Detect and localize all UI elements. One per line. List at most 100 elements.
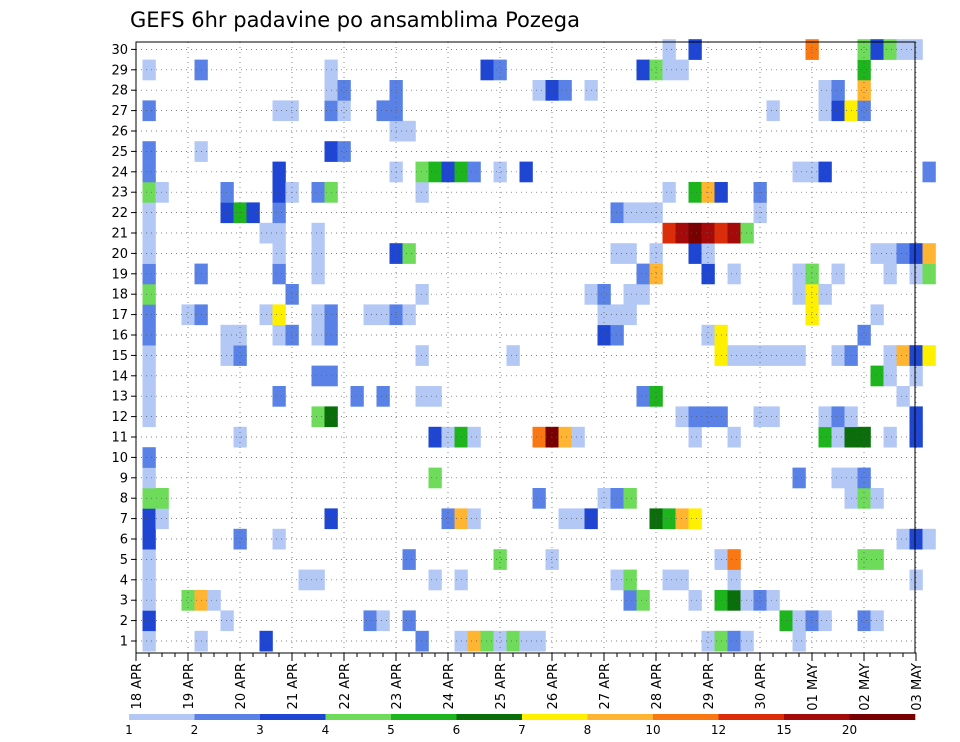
colorbar-label: 4 — [322, 723, 330, 737]
heatmap-cell — [532, 426, 546, 448]
heatmap-cell — [818, 284, 832, 305]
y-tick-label: 26 — [111, 125, 128, 140]
heatmap-cell — [181, 304, 195, 326]
heatmap-cell — [831, 467, 845, 489]
heatmap-cell — [623, 569, 637, 591]
heatmap-cell — [402, 304, 416, 326]
heatmap-cell — [831, 426, 845, 448]
heatmap-cell — [441, 508, 455, 530]
heatmap-cell — [428, 161, 442, 183]
heatmap-cell — [597, 488, 611, 509]
heatmap-cell — [415, 161, 429, 183]
heatmap-cell — [909, 243, 923, 264]
heatmap-cell — [467, 630, 481, 652]
heatmap-cell — [688, 182, 702, 203]
heatmap-cell — [311, 406, 325, 428]
heatmap-cell — [727, 630, 741, 652]
heatmap-cell — [636, 386, 650, 407]
heatmap-cell — [376, 100, 390, 122]
heatmap-cell — [675, 569, 689, 591]
heatmap-cell — [155, 488, 169, 509]
heatmap-cell — [870, 610, 884, 632]
y-tick-label: 5 — [120, 553, 128, 568]
heatmap-cell — [792, 284, 806, 305]
heatmap-cell — [831, 100, 845, 122]
heatmap-cell — [402, 120, 416, 142]
heatmap-cell — [597, 324, 611, 346]
heatmap-cell — [142, 467, 156, 489]
heatmap-cell — [337, 141, 351, 162]
heatmap-cell — [870, 39, 884, 60]
heatmap-cell — [376, 386, 390, 407]
x-tick-label: 26 APR — [546, 663, 561, 709]
y-tick-label: 8 — [120, 492, 128, 507]
heatmap-cell — [688, 406, 702, 428]
heatmap-cell — [272, 324, 286, 346]
y-tick-label: 19 — [111, 267, 128, 282]
colorbar-label: 20 — [842, 723, 857, 737]
heatmap-cell — [922, 263, 936, 285]
x-tick-label: 28 APR — [650, 663, 665, 709]
heatmap-cell — [636, 590, 650, 611]
colorbar-label: 5 — [387, 723, 395, 737]
heatmap-cell — [857, 100, 871, 122]
x-tick-label: 01 MAY — [806, 663, 821, 711]
heatmap-cell — [545, 549, 559, 570]
heatmap-cell — [727, 222, 741, 244]
heatmap-cell — [740, 630, 754, 652]
heatmap-cell — [363, 610, 377, 632]
heatmap-cell — [883, 426, 897, 448]
heatmap-cell — [142, 263, 156, 285]
heatmap-cell — [298, 569, 312, 591]
heatmap-cell — [285, 100, 299, 122]
heatmap-cell — [883, 243, 897, 264]
heatmap-cell — [428, 426, 442, 448]
heatmap-cell — [922, 528, 936, 550]
heatmap-cell — [142, 161, 156, 183]
heatmap-cell — [610, 202, 624, 224]
x-tick-label: 02 MAY — [858, 663, 873, 711]
heatmap-cell — [142, 488, 156, 509]
y-tick-label: 4 — [120, 573, 128, 588]
x-tick-label: 25 APR — [494, 663, 509, 709]
heatmap-cell — [272, 528, 286, 550]
heatmap-cell — [610, 569, 624, 591]
heatmap-cell — [831, 345, 845, 366]
y-tick-label: 29 — [111, 63, 128, 78]
heatmap-cell — [662, 182, 676, 203]
heatmap-cell — [142, 365, 156, 387]
colorbar-label: 7 — [518, 723, 526, 737]
heatmap-cell — [753, 345, 767, 366]
heatmap-cell — [181, 590, 195, 611]
heatmap-cell — [662, 508, 676, 530]
heatmap-cell — [675, 59, 689, 81]
heatmap-cell — [142, 202, 156, 224]
heatmap-cell — [220, 345, 234, 366]
heatmap-cell — [142, 141, 156, 162]
heatmap-cell — [675, 222, 689, 244]
heatmap-cell — [142, 345, 156, 366]
heatmap-cell — [753, 590, 767, 611]
heatmap-cell — [701, 243, 715, 264]
heatmap-cell — [142, 222, 156, 244]
heatmap-cell — [415, 182, 429, 203]
colorbar-swatch — [456, 714, 523, 720]
heatmap-cell — [883, 365, 897, 387]
heatmap-cell — [636, 202, 650, 224]
heatmap-cell — [402, 243, 416, 264]
heatmap-cell — [883, 345, 897, 366]
y-tick-label: 17 — [111, 308, 128, 323]
heatmap-cell — [818, 80, 832, 101]
heatmap-cell — [623, 488, 637, 509]
heatmap-cell — [636, 263, 650, 285]
heatmap-cell — [636, 284, 650, 305]
heatmap-cell — [818, 100, 832, 122]
y-tick-label: 2 — [120, 614, 128, 629]
heatmap-cell — [857, 488, 871, 509]
heatmap-cell — [857, 39, 871, 60]
heatmap-cell — [909, 263, 923, 285]
heatmap-cell — [220, 182, 234, 203]
heatmap-cell — [532, 80, 546, 101]
heatmap-cell — [870, 365, 884, 387]
heatmap-cell — [415, 284, 429, 305]
